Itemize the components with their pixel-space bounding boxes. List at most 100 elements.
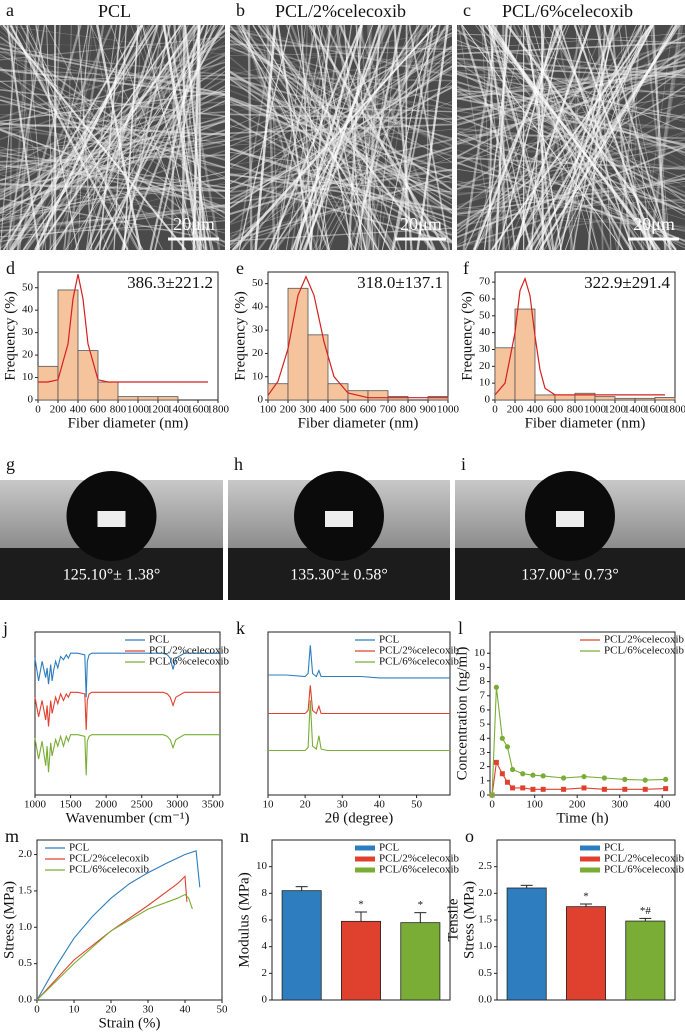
fiber	[538, 24, 678, 251]
fiber	[296, 24, 330, 251]
marker	[499, 735, 505, 741]
fiber	[229, 166, 453, 211]
y-tick-label: 1.5	[18, 884, 32, 896]
fiber	[254, 24, 277, 251]
fiber	[0, 66, 226, 201]
fiber	[229, 150, 453, 160]
marker	[663, 786, 669, 792]
y-tick-label: 30	[22, 326, 34, 338]
bar	[281, 890, 322, 1001]
fiber	[0, 31, 226, 215]
fiber	[618, 24, 643, 251]
fiber	[0, 204, 226, 232]
fiber	[456, 39, 685, 132]
marker	[540, 786, 546, 792]
x-tick-label: 100	[260, 404, 277, 416]
fiber	[229, 179, 453, 244]
fiber	[229, 120, 453, 167]
fiber	[460, 24, 533, 251]
fiber	[63, 24, 92, 251]
panel-letter: g	[6, 454, 15, 474]
fit-curve	[38, 274, 208, 383]
fiber	[456, 205, 685, 248]
fiber	[261, 24, 433, 251]
fiber	[617, 24, 668, 251]
y-axis-label: Tensile	[445, 898, 461, 941]
fiber	[229, 46, 453, 193]
fiber	[456, 41, 685, 163]
fiber	[25, 24, 140, 251]
fiber	[642, 24, 674, 251]
fiber	[229, 70, 453, 110]
droplet-reflection	[325, 511, 353, 527]
legend-label: PCL/6%celecoxib	[379, 864, 460, 876]
y-tick-label: 50	[252, 277, 264, 289]
fiber	[123, 24, 139, 251]
x-tick-label: 1500	[60, 799, 83, 811]
legend-label: PCL/2%celecoxib	[379, 645, 460, 657]
significance-mark: *	[358, 899, 364, 911]
y-tick-label: 0.5	[478, 967, 492, 979]
fiber	[0, 176, 226, 222]
fiber	[9, 24, 155, 251]
panel-letter: l	[458, 618, 463, 638]
plot-frame	[489, 631, 676, 796]
fiber	[34, 24, 144, 251]
y-tick-label: 10	[22, 371, 34, 383]
fiber	[130, 24, 215, 251]
marker	[561, 786, 567, 792]
y-axis-label: Concentration (ng/ml)	[454, 647, 470, 781]
error-bar	[295, 886, 308, 891]
fiber	[229, 61, 453, 81]
series-line	[491, 760, 666, 796]
fiber	[229, 136, 453, 196]
series-line	[36, 850, 201, 1001]
fiber	[325, 24, 433, 251]
fiber	[96, 24, 142, 251]
fiber	[0, 28, 226, 214]
fiber	[577, 24, 673, 251]
legend-label: PCL/2%celecoxib	[379, 853, 460, 865]
x-tick-label: 500	[340, 404, 357, 416]
y-tick-label: 2.5	[478, 860, 492, 872]
fiber	[512, 24, 611, 251]
fiber	[229, 168, 453, 193]
x-tick-label: 20	[300, 799, 312, 811]
error-bar	[414, 912, 427, 923]
histogram-bar	[37, 365, 59, 401]
fiber	[339, 24, 436, 251]
fiber	[555, 24, 598, 251]
histogram-bar	[594, 396, 616, 401]
fiber	[335, 24, 375, 251]
x-axis-label: Fiber diameter (nm)	[68, 415, 189, 431]
fiber	[229, 24, 453, 159]
y-tick-label: 1.5	[478, 914, 492, 926]
fiber	[49, 24, 151, 251]
fiber	[229, 76, 453, 82]
fiber	[367, 24, 391, 251]
fiber	[456, 72, 685, 154]
fiber	[14, 24, 144, 251]
fiber	[474, 24, 524, 251]
y-tick-label: 0	[480, 789, 486, 801]
y-axis-label: Frequency (%)	[232, 291, 248, 381]
fiber	[517, 24, 638, 251]
fiber	[0, 78, 226, 210]
fiber	[35, 24, 79, 251]
fiber	[456, 35, 685, 135]
fiber	[0, 182, 226, 200]
y-tick-label: 0.0	[18, 994, 32, 1006]
bar	[566, 906, 606, 1001]
x-tick-label: 300	[611, 799, 628, 811]
x-tick-label: 0	[492, 404, 498, 416]
significance-mark: *#	[640, 905, 652, 917]
fiber	[12, 24, 216, 251]
fiber	[0, 163, 226, 189]
fiber	[0, 121, 226, 169]
fiber	[408, 24, 451, 251]
fiber	[229, 28, 453, 77]
histogram-bar	[634, 397, 656, 401]
panel-letter: a	[6, 0, 14, 20]
fiber	[19, 24, 29, 251]
fiber	[0, 56, 226, 99]
